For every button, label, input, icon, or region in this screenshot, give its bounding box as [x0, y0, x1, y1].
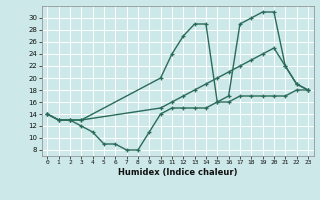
X-axis label: Humidex (Indice chaleur): Humidex (Indice chaleur) — [118, 168, 237, 177]
